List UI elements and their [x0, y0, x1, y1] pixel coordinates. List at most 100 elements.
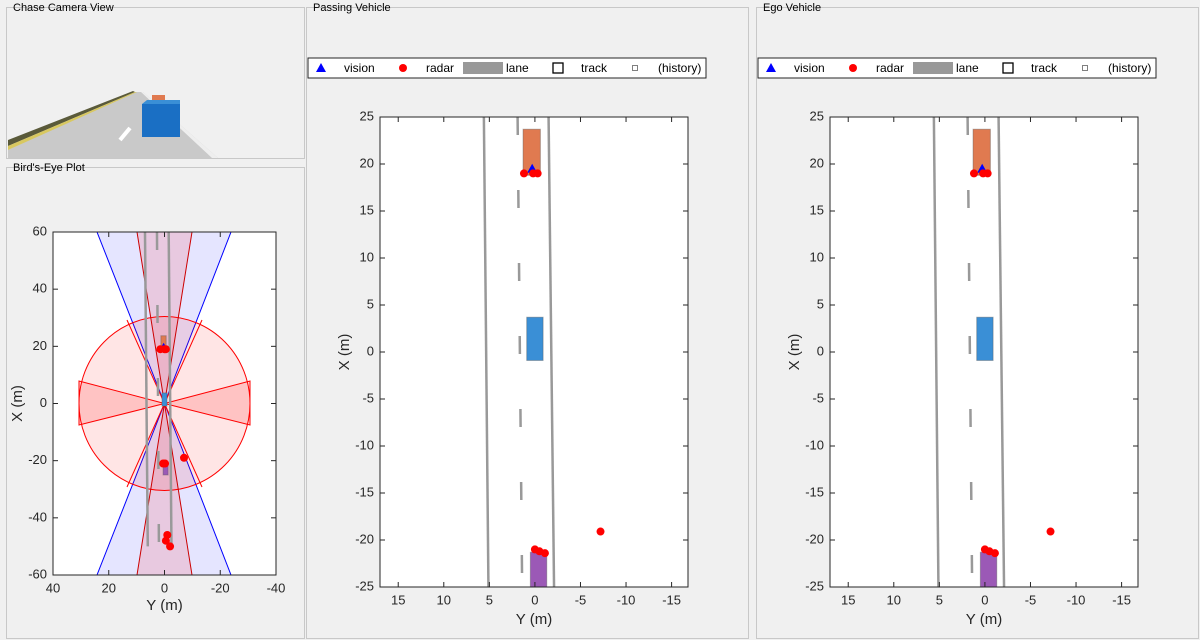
legend-label: track: [1031, 61, 1058, 75]
legend-box: [757, 57, 1157, 79]
legend-label: radar: [876, 61, 904, 75]
tick-label: -15: [1112, 592, 1131, 607]
legend-label: lane: [956, 61, 979, 75]
tick-label: 10: [360, 249, 374, 264]
panel-title: Passing Vehicle: [313, 2, 391, 14]
tick-label: -40: [267, 580, 286, 595]
tick-label: -5: [1025, 592, 1037, 607]
panel-title: Chase Camera View: [13, 2, 114, 14]
tick-label: -15: [805, 484, 824, 499]
axis-label: X (m): [9, 385, 26, 422]
tick-label: 0: [817, 343, 824, 358]
detection: [983, 169, 992, 178]
legend-label: vision: [344, 61, 375, 75]
tick-label: 5: [486, 592, 493, 607]
plot-area: [932, 117, 1055, 587]
vehicle: [979, 551, 998, 587]
legend-swatch: [913, 62, 953, 74]
tick-label: -25: [805, 578, 824, 593]
tick-label: -20: [805, 531, 824, 546]
tick-label: 10: [810, 249, 824, 264]
panel-borders: [6, 7, 1199, 639]
detection: [159, 459, 168, 468]
tick-label: 5: [817, 296, 824, 311]
legend-swatch: [463, 62, 503, 74]
legend-swatch: [1002, 62, 1014, 74]
tick-label: -60: [28, 566, 47, 581]
tick-label: -40: [28, 509, 47, 524]
legend-swatch: [552, 62, 564, 74]
detection: [161, 536, 170, 545]
legend: vision radar lane track (history): [307, 57, 707, 79]
detection: [180, 453, 189, 462]
legend-label: track: [581, 61, 608, 75]
legend-label: (history): [1108, 61, 1151, 75]
tick-label: -10: [617, 592, 636, 607]
panel-title: Ego Vehicle: [763, 2, 821, 14]
tick-label: 25: [360, 108, 374, 123]
legend-label: radar: [426, 61, 454, 75]
tick-label: 25: [810, 108, 824, 123]
tick-label: 10: [437, 592, 451, 607]
legend-swatch: [316, 63, 326, 72]
axis-label: Y (m): [516, 611, 552, 628]
tick-label: 0: [161, 580, 168, 595]
tick-label: 20: [360, 155, 374, 170]
legend-box: [307, 57, 707, 79]
lane-line: [482, 117, 490, 587]
tick-label: 0: [981, 592, 988, 607]
detection: [533, 169, 542, 178]
legend-swatch: [399, 64, 407, 72]
tick-label: 40: [46, 580, 60, 595]
legend-swatch: [632, 65, 638, 71]
legend: vision radar lane track (history): [757, 57, 1157, 79]
lane-line: [155, 232, 161, 547]
tick-label: -10: [1067, 592, 1086, 607]
axis-label: X (m): [336, 334, 353, 371]
tick-label: 15: [391, 592, 405, 607]
tick-label: 15: [841, 592, 855, 607]
lane-line: [997, 117, 1006, 587]
legend-label: (history): [658, 61, 701, 75]
detection: [990, 549, 999, 558]
tick-label: -5: [362, 390, 374, 405]
axis-label: Y (m): [146, 597, 182, 614]
legend-swatch: [1082, 65, 1088, 71]
detection: [166, 542, 175, 551]
tick-label: 20: [810, 155, 824, 170]
tick-label: -20: [211, 580, 230, 595]
plot-content: -60 -40 -20 0 20 40 60 40 20 0 -20 -40 X (m) Y (m) -25…: [9, 57, 1157, 628]
tick-label: -5: [812, 390, 824, 405]
tick-label: 40: [33, 281, 47, 296]
lane-line: [167, 232, 173, 547]
detection: [969, 169, 978, 178]
vehicle: [161, 392, 168, 407]
legend-swatch: [766, 63, 776, 72]
plot-area: [482, 117, 605, 587]
tick-label: -10: [805, 437, 824, 452]
lane-line: [143, 232, 150, 547]
vehicle: [526, 316, 544, 361]
camera-scene: [8, 16, 304, 158]
axis-label: Y (m): [966, 611, 1002, 628]
legend-swatch: [849, 64, 857, 72]
tick-label: 5: [936, 592, 943, 607]
tick-label: 60: [33, 223, 47, 238]
tick-label: -15: [355, 484, 374, 499]
panel-title: Bird's-Eye Plot: [13, 162, 85, 174]
legend-label: lane: [506, 61, 529, 75]
detection: [1046, 527, 1055, 536]
detection: [519, 169, 528, 178]
legend-label: vision: [794, 61, 825, 75]
detection: [161, 345, 170, 354]
tick-label: 20: [102, 580, 116, 595]
tick-label: -25: [355, 578, 374, 593]
vehicle: [529, 551, 548, 587]
tick-label: 0: [367, 343, 374, 358]
tick-label: -10: [355, 437, 374, 452]
plot-area: [143, 232, 189, 551]
axis-label: X (m): [786, 334, 803, 371]
lane-line: [547, 117, 556, 587]
detection: [596, 527, 605, 536]
